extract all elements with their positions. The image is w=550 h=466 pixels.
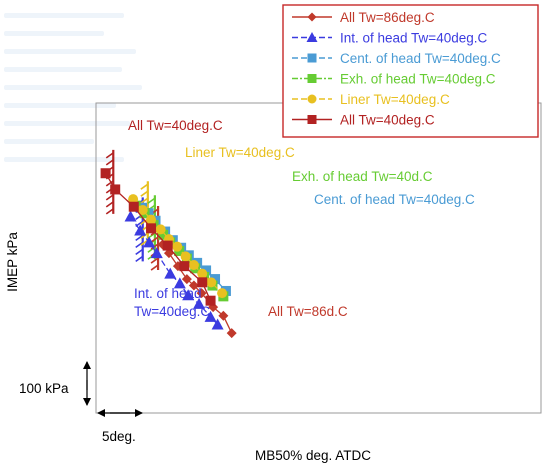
data-point-int-of-head-tw-40deg-c <box>134 224 147 236</box>
data-point-all-tw-40deg-c <box>179 261 190 272</box>
data-point-int-of-head-tw-40deg-c <box>164 267 177 279</box>
legend: All Tw=86deg.C Int. of head Tw=40deg.C Cen… <box>282 4 539 138</box>
data-point-all-tw-40deg-c <box>205 295 216 306</box>
data-point-liner-tw-40deg-c <box>180 251 191 262</box>
legend-label: All Tw=86deg.C <box>340 10 435 25</box>
data-point-all-tw-40deg-c <box>146 223 157 234</box>
data-point-int-of-head-tw-40deg-c <box>193 297 206 309</box>
y-axis-label: IMEP kPa <box>5 232 20 292</box>
data-point-int-of-head-tw-40deg-c <box>211 318 224 330</box>
data-point-liner-tw-40deg-c <box>137 204 148 215</box>
legend-marker <box>307 94 317 104</box>
data-point-int-of-head-tw-40deg-c <box>124 210 137 222</box>
legend-label: Cent. of head Tw=40deg.C <box>340 51 501 66</box>
data-point-all-tw-86deg-c <box>218 310 229 321</box>
legend-marker <box>307 115 317 124</box>
data-point-cent-of-head-tw-40deg-c <box>210 274 221 285</box>
x-scale-label: 5deg. <box>102 429 136 444</box>
data-point-liner-tw-40deg-c <box>197 268 208 279</box>
data-point-all-tw-86deg-c <box>226 328 237 339</box>
limit-line-all-tw-40deg-c <box>105 149 115 215</box>
annotation-all-tw-86d-c: All Tw=86d.C <box>268 304 348 319</box>
data-point-all-tw-86deg-c <box>181 274 192 285</box>
legend-marker <box>307 12 317 22</box>
data-point-int-of-head-tw-40deg-c <box>173 277 186 289</box>
data-point-liner-tw-40deg-c <box>172 241 183 252</box>
data-point-liner-tw-40deg-c <box>146 214 157 225</box>
legend-item: Liner Tw=40deg.C <box>292 92 450 107</box>
annotation-cent-of-head-tw-40deg-c: Cent. of head Tw=40deg.C <box>314 192 475 207</box>
data-point-all-tw-40deg-c <box>128 201 139 212</box>
data-point-all-tw-40deg-c <box>162 240 173 251</box>
x-scale-bar: 5deg. <box>97 409 143 444</box>
faded-text-block <box>0 0 150 210</box>
annotations: All Tw=40deg.C Liner Tw=40deg.C Exh. of he… <box>128 118 475 319</box>
legend-item: All Tw=86deg.C <box>292 10 435 25</box>
data-point-liner-tw-40deg-c <box>217 288 228 299</box>
legend-label: Liner Tw=40deg.C <box>340 92 450 107</box>
legend-marker <box>307 53 317 63</box>
annotation-exh-of-head-tw-40d-c: Exh. of head Tw=40d.C <box>292 169 433 184</box>
annotation-liner-tw-40deg-c: Liner Tw=40deg.C <box>185 145 295 160</box>
data-point-liner-tw-40deg-c <box>155 224 166 235</box>
legend-label: Int. of head Tw=40deg.C <box>340 31 487 46</box>
legend-label: Exh. of head Tw=40deg.C <box>340 72 496 87</box>
y-scale-label: 100 kPa <box>19 381 69 396</box>
plot-area <box>95 102 542 414</box>
data-point-cent-of-head-tw-40deg-c <box>201 265 212 276</box>
data-point-all-tw-86deg-c <box>196 288 207 299</box>
legend-marker <box>306 32 318 42</box>
legend-item: Exh. of head Tw=40deg.C <box>292 72 496 87</box>
data-point-exh-of-head-tw-40deg-c <box>158 229 169 240</box>
data-point-liner-tw-40deg-c <box>206 277 217 288</box>
data-point-all-tw-40deg-c <box>197 277 208 288</box>
data-point-int-of-head-tw-40deg-c <box>204 310 217 322</box>
annotation-tw-40deg-c: Tw=40deg.C <box>134 304 210 319</box>
x-axis-label: MB50% deg. ATDC <box>255 448 371 463</box>
data-point-all-tw-40deg-c <box>110 184 121 195</box>
series-group <box>100 168 237 339</box>
data-point-liner-tw-40deg-c <box>128 194 139 205</box>
data-point-liner-tw-40deg-c <box>188 260 199 271</box>
data-point-all-tw-40deg-c <box>100 168 111 179</box>
legend-marker <box>307 74 317 83</box>
data-point-int-of-head-tw-40deg-c <box>143 236 156 248</box>
legend-item: Int. of head Tw=40deg.C <box>292 31 487 46</box>
annotation-all-tw-40deg-c: All Tw=40deg.C <box>128 118 223 133</box>
annotation-int-of-head: Int. of head <box>134 286 202 301</box>
data-point-all-tw-86deg-c <box>188 280 199 291</box>
data-point-int-of-head-tw-40deg-c <box>150 247 163 259</box>
legend-box <box>282 4 539 138</box>
y-scale-bar: 100 kPa <box>19 361 91 406</box>
legend-item: Cent. of head Tw=40deg.C <box>292 51 501 66</box>
legend-item: All Tw=40deg.C <box>292 113 435 128</box>
data-point-int-of-head-tw-40deg-c <box>182 289 195 301</box>
legend-label: All Tw=40deg.C <box>340 113 435 128</box>
